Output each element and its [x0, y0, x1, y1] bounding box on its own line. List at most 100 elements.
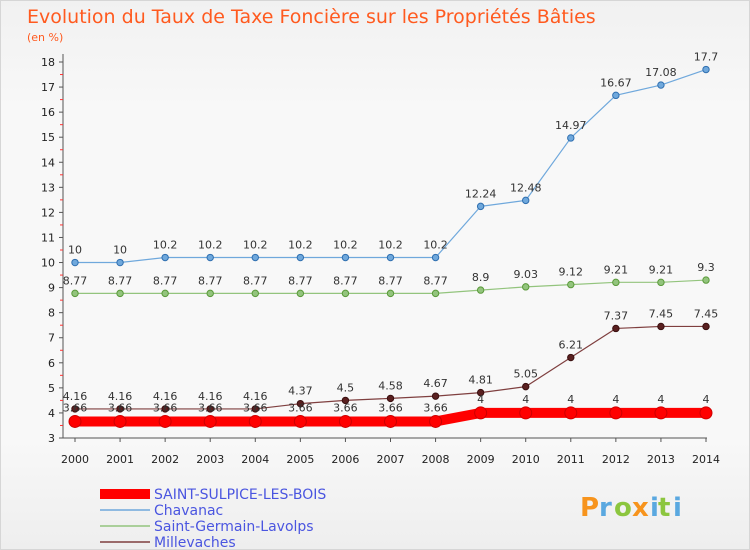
- data-point: [248, 414, 262, 428]
- x-tick-label: 2005: [286, 453, 314, 466]
- axes: 3 4 5 6 7 8 9 10 11 12 13 14 15 16 17 18 2000 2001 2002 200…: [41, 54, 720, 466]
- data-point: [431, 289, 440, 298]
- data-point: [657, 278, 665, 287]
- data-point: [702, 65, 710, 74]
- data-point: [609, 406, 623, 420]
- data-point: [113, 414, 127, 428]
- data-point: [206, 405, 214, 413]
- data-label: 4.16: [108, 390, 133, 403]
- data-label: 4: [612, 393, 619, 406]
- data-label: 10.2: [198, 239, 223, 252]
- data-point: [296, 399, 305, 408]
- data-label: 9.21: [604, 263, 629, 276]
- data-label: 4: [657, 393, 664, 406]
- data-point: [657, 322, 665, 331]
- data-label: 3.66: [108, 401, 133, 414]
- data-label: 9.21: [649, 263, 674, 276]
- y-tick-label: 6: [48, 357, 55, 370]
- data-label: 10.2: [423, 239, 448, 252]
- brand-letter: x: [632, 493, 649, 523]
- data-point: [386, 394, 395, 403]
- data-label: 3.66: [243, 401, 268, 414]
- legend-label: Saint-Germain-Lavolps: [154, 519, 314, 535]
- data-label: 9.12: [559, 266, 584, 279]
- data-point: [296, 289, 305, 298]
- data-label: 8.77: [108, 274, 133, 287]
- data-point: [702, 276, 710, 284]
- data-point: [564, 406, 578, 420]
- data-point: [71, 289, 79, 298]
- data-point: [522, 283, 530, 291]
- data-point: [161, 405, 169, 413]
- data-point: [116, 258, 124, 267]
- data-label: 4.16: [198, 390, 223, 403]
- data-point: [474, 406, 488, 420]
- y-tick-label: 4: [48, 407, 55, 420]
- data-point: [522, 382, 530, 391]
- data-point: [161, 253, 169, 262]
- data-point: [519, 406, 533, 420]
- data-point: [203, 414, 217, 428]
- data-label: 10.2: [288, 239, 313, 252]
- data-label: 8.77: [153, 274, 178, 287]
- y-tick-label: 9: [48, 282, 55, 295]
- data-point: [702, 322, 710, 331]
- data-label: 9.3: [697, 261, 715, 274]
- series-line-1: [75, 68, 707, 264]
- data-point: [522, 196, 530, 205]
- y-tick-label: 10: [41, 257, 55, 270]
- x-tick-label: 2002: [151, 453, 179, 466]
- y-tick-label: 3: [48, 432, 55, 445]
- data-label: 7.37: [604, 309, 629, 322]
- data-point: [341, 396, 350, 405]
- y-tick-label: 17: [41, 81, 55, 94]
- y-tick-label: 16: [41, 106, 55, 119]
- series-layer: [68, 65, 713, 428]
- data-label: 4.58: [378, 379, 403, 392]
- data-point: [612, 278, 620, 287]
- data-point: [476, 286, 485, 294]
- x-tick-label: 2001: [106, 453, 134, 466]
- x-tick-label: 2004: [241, 453, 269, 466]
- data-point: [71, 405, 79, 413]
- data-point: [612, 91, 620, 100]
- x-tick-label: 2000: [61, 453, 89, 466]
- data-label: 14.97: [555, 119, 587, 132]
- x-tick-label: 2014: [692, 453, 720, 466]
- data-point: [251, 405, 259, 413]
- data-point: [612, 324, 620, 333]
- data-label: 8.77: [333, 274, 358, 287]
- data-label: 4.16: [63, 390, 88, 403]
- data-label: 4: [522, 393, 529, 406]
- data-label: 16.67: [600, 76, 632, 89]
- data-point: [206, 253, 214, 262]
- data-label: 7.45: [649, 307, 674, 320]
- y-tick-label: 14: [41, 156, 55, 169]
- brand-letter: t: [658, 493, 670, 523]
- y-tick-label: 12: [41, 206, 55, 219]
- data-label: 5.05: [513, 368, 538, 381]
- y-tick-label: 18: [41, 56, 55, 69]
- y-tick-label: 7: [48, 332, 55, 345]
- data-point: [431, 392, 440, 400]
- data-label: 4.5: [337, 381, 355, 394]
- data-label: 10.2: [333, 239, 358, 252]
- data-point: [567, 353, 575, 362]
- legend-label: SAINT-SULPICE-LES-BOIS: [154, 487, 326, 503]
- data-point: [296, 253, 305, 262]
- data-label: 4.16: [243, 390, 268, 403]
- chart-title: Evolution du Taux de Taxe Foncière sur l…: [27, 6, 596, 28]
- data-point: [116, 405, 124, 413]
- data-label: 8.77: [198, 274, 223, 287]
- data-label: 3.66: [333, 401, 358, 414]
- data-label: 8.77: [378, 274, 403, 287]
- x-tick-label: 2003: [196, 453, 224, 466]
- brand-letter: i: [673, 493, 682, 523]
- y-tick-label: 8: [48, 307, 55, 320]
- data-label: 4: [477, 393, 484, 406]
- legend: SAINT-SULPICE-LES-BOISChavanacSaint-Germ…: [100, 487, 326, 550]
- data-point: [251, 253, 259, 262]
- brand-letter: P: [580, 493, 599, 523]
- data-point: [567, 280, 575, 289]
- data-point: [657, 81, 665, 89]
